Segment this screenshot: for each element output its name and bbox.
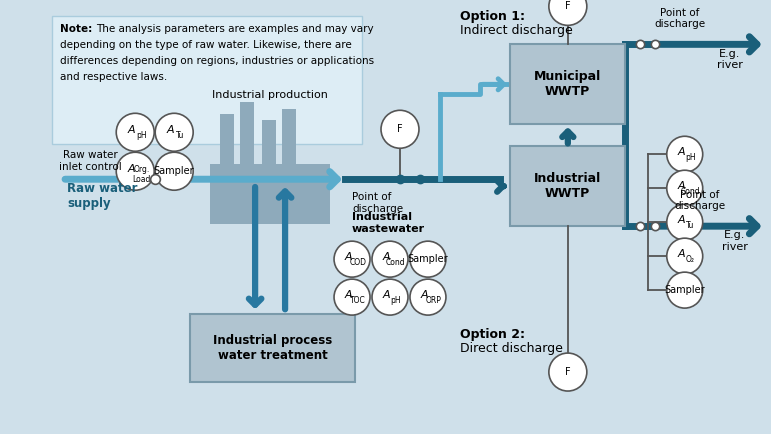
Text: pH: pH bbox=[685, 153, 695, 162]
Text: Cond: Cond bbox=[681, 187, 700, 196]
Text: Sampler: Sampler bbox=[408, 254, 448, 264]
Circle shape bbox=[372, 241, 408, 277]
Text: pH: pH bbox=[136, 131, 146, 140]
Text: Option 2:: Option 2: bbox=[460, 328, 525, 341]
Bar bbox=[262, 120, 276, 164]
Text: Industrial production: Industrial production bbox=[212, 90, 328, 100]
Text: A: A bbox=[678, 181, 685, 191]
Text: A: A bbox=[345, 252, 352, 263]
Text: A: A bbox=[128, 164, 136, 174]
Text: E.g.
river: E.g. river bbox=[717, 49, 742, 70]
Text: A: A bbox=[421, 290, 429, 300]
Circle shape bbox=[410, 279, 446, 315]
Text: F: F bbox=[565, 367, 571, 377]
Text: differences depending on regions, industries or applications: differences depending on regions, indust… bbox=[60, 56, 375, 66]
Circle shape bbox=[667, 272, 702, 308]
Circle shape bbox=[116, 152, 154, 190]
Bar bbox=[221, 114, 234, 164]
Text: Industrial
wastewater: Industrial wastewater bbox=[352, 212, 425, 234]
Bar bbox=[510, 44, 625, 124]
Text: Point of
discharge: Point of discharge bbox=[674, 190, 726, 211]
Circle shape bbox=[155, 113, 194, 151]
Text: The analysis parameters are examples and may vary: The analysis parameters are examples and… bbox=[96, 24, 374, 34]
Text: Raw water
inlet control: Raw water inlet control bbox=[59, 151, 122, 172]
Text: Note:: Note: bbox=[60, 24, 93, 34]
Text: pH: pH bbox=[390, 296, 401, 305]
Text: Sampler: Sampler bbox=[665, 285, 705, 295]
Circle shape bbox=[410, 241, 446, 277]
Text: TOC: TOC bbox=[350, 296, 365, 305]
Circle shape bbox=[667, 238, 702, 274]
Text: F: F bbox=[397, 124, 402, 134]
Text: A: A bbox=[383, 290, 391, 300]
Bar bbox=[282, 109, 296, 164]
Circle shape bbox=[381, 110, 419, 148]
Text: Indirect discharge: Indirect discharge bbox=[460, 24, 573, 37]
Text: Direct discharge: Direct discharge bbox=[460, 342, 563, 355]
Text: ORP: ORP bbox=[426, 296, 442, 305]
Text: Municipal
WWTP: Municipal WWTP bbox=[534, 70, 601, 99]
Bar bbox=[190, 314, 355, 382]
Bar bbox=[510, 146, 625, 226]
Text: Org.
Load: Org. Load bbox=[132, 165, 150, 184]
Circle shape bbox=[549, 353, 587, 391]
Text: Sampler: Sampler bbox=[154, 166, 194, 176]
Text: Industrial
WWTP: Industrial WWTP bbox=[534, 172, 601, 200]
Text: Option 1:: Option 1: bbox=[460, 10, 525, 23]
Circle shape bbox=[372, 279, 408, 315]
Bar bbox=[240, 102, 254, 164]
Text: A: A bbox=[678, 215, 685, 225]
Text: and respective laws.: and respective laws. bbox=[60, 72, 167, 82]
Text: A: A bbox=[678, 250, 685, 260]
Text: E.g.
river: E.g. river bbox=[722, 230, 748, 252]
Circle shape bbox=[334, 241, 370, 277]
Circle shape bbox=[334, 279, 370, 315]
Text: F: F bbox=[565, 1, 571, 11]
Text: A: A bbox=[383, 252, 391, 263]
Text: Industrial process
water treatment: Industrial process water treatment bbox=[213, 334, 332, 362]
Bar bbox=[52, 16, 362, 144]
Text: Point of
discharge: Point of discharge bbox=[352, 192, 403, 214]
Bar bbox=[210, 164, 330, 224]
Text: COD: COD bbox=[349, 258, 366, 267]
Circle shape bbox=[667, 204, 702, 240]
Text: depending on the type of raw water. Likewise, there are: depending on the type of raw water. Like… bbox=[60, 40, 352, 50]
Circle shape bbox=[667, 136, 702, 172]
Circle shape bbox=[549, 0, 587, 25]
Text: A: A bbox=[345, 290, 352, 300]
Text: Tu: Tu bbox=[686, 221, 695, 230]
Text: A: A bbox=[678, 148, 685, 158]
Text: O₂: O₂ bbox=[686, 255, 695, 264]
Circle shape bbox=[667, 170, 702, 206]
Text: Raw water
supply: Raw water supply bbox=[67, 182, 138, 210]
Circle shape bbox=[116, 113, 154, 151]
Circle shape bbox=[155, 152, 194, 190]
Text: A: A bbox=[128, 125, 136, 135]
Text: Tu: Tu bbox=[176, 131, 184, 140]
Text: A: A bbox=[167, 125, 174, 135]
Text: Cond: Cond bbox=[386, 258, 406, 267]
Text: Point of
discharge: Point of discharge bbox=[654, 8, 705, 30]
